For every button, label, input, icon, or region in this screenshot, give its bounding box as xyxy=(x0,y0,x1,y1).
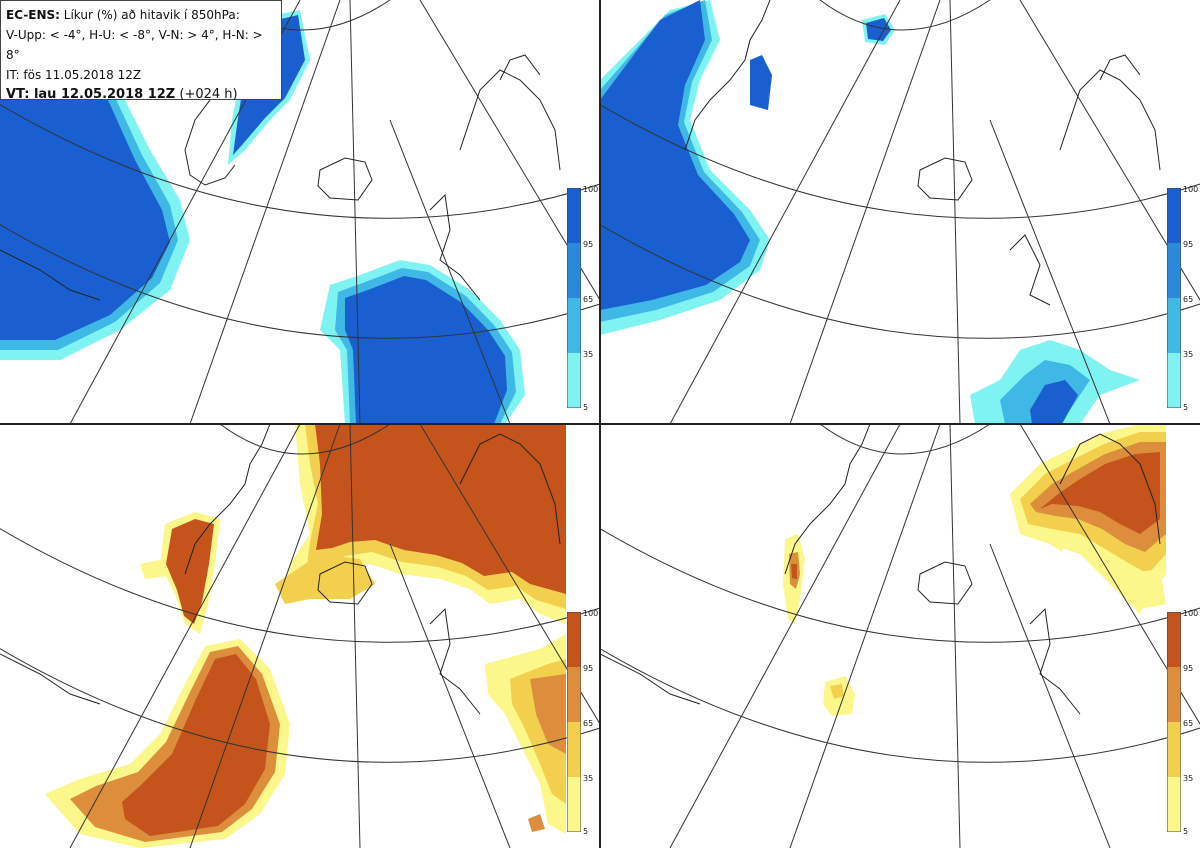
map-panel-warm-8: 100 95 65 35 5 xyxy=(600,424,1200,848)
colorbar-tick: 100 xyxy=(583,185,599,194)
colorbar-tick: 5 xyxy=(583,827,589,836)
colorbar-blue-left: 100 95 65 35 5 xyxy=(567,185,599,412)
cold-probability-area-west xyxy=(600,0,772,335)
map-panel-cold-8: 100 95 65 35 5 xyxy=(600,0,1200,424)
coastlines xyxy=(600,424,1161,715)
colorbar-tick: 5 xyxy=(583,403,589,412)
colorbar-tick: 35 xyxy=(1183,350,1194,359)
colorbar-orange-left: 100 95 65 35 5 xyxy=(567,609,599,836)
colorbar-tick: 100 xyxy=(583,609,599,618)
cold-probability-area-scandinavia xyxy=(320,260,525,424)
legend-title: EC-ENS: Líkur (%) að hitavik í 850hPa: xyxy=(6,8,240,22)
graticule xyxy=(600,424,1200,848)
warm-probability-area-atlantic-arc xyxy=(45,639,290,848)
colorbar-tick: 95 xyxy=(1183,240,1194,249)
graticule xyxy=(0,424,600,848)
colorbar-tick: 35 xyxy=(583,774,594,783)
warm-probability-area-scandinavia xyxy=(1010,424,1166,614)
cold-probability-area-north xyxy=(862,14,895,45)
colorbar-blue-right: 100 95 65 35 5 xyxy=(1167,185,1199,412)
colorbar-tick: 95 xyxy=(1183,664,1194,673)
coastlines xyxy=(684,0,1161,306)
legend-initial-time: IT: fös 11.05.2018 12Z xyxy=(6,68,142,82)
colorbar-tick: 65 xyxy=(1183,719,1194,728)
colorbar-tick: 5 xyxy=(1183,403,1189,412)
warm-probability-area-greenland xyxy=(783,534,805,624)
probability-map-warm-4 xyxy=(0,424,600,848)
colorbar-tick: 95 xyxy=(583,240,594,249)
colorbar-tick: 65 xyxy=(583,295,594,304)
coastlines xyxy=(0,424,561,715)
colorbar-tick: 35 xyxy=(1183,774,1194,783)
map-panel-warm-4: 100 95 65 35 5 xyxy=(0,424,600,848)
colorbar-orange-right: 100 95 65 35 5 xyxy=(1167,609,1199,836)
map-legend: EC-ENS: Líkur (%) að hitavik í 850hPa: V… xyxy=(0,0,282,102)
warm-probability-area-greenland xyxy=(140,512,375,634)
map-panel-cold-4: EC-ENS: Líkur (%) að hitavik í 850hPa: V… xyxy=(0,0,600,424)
colorbar-tick: 100 xyxy=(1183,609,1199,618)
colorbar-tick: 35 xyxy=(583,350,594,359)
colorbar-tick: 65 xyxy=(1183,295,1194,304)
panel-divider-horizontal xyxy=(0,423,1200,425)
probability-map-cold-8 xyxy=(600,0,1200,424)
colorbar-tick: 100 xyxy=(1183,185,1199,194)
colorbar-tick: 5 xyxy=(1183,827,1189,836)
warm-probability-area-south-europe xyxy=(485,634,566,834)
colorbar-tick: 65 xyxy=(583,719,594,728)
probability-map-warm-8 xyxy=(600,424,1200,848)
cold-probability-area-south xyxy=(970,340,1140,424)
colorbar-tick: 95 xyxy=(583,664,594,673)
legend-valid-time: VT: lau 12.05.2018 12Z (+024 h) xyxy=(6,87,238,102)
legend-thresholds: V-Upp: < -4°, H-U: < -8°, V-N: > 4°, H-N… xyxy=(6,28,263,62)
